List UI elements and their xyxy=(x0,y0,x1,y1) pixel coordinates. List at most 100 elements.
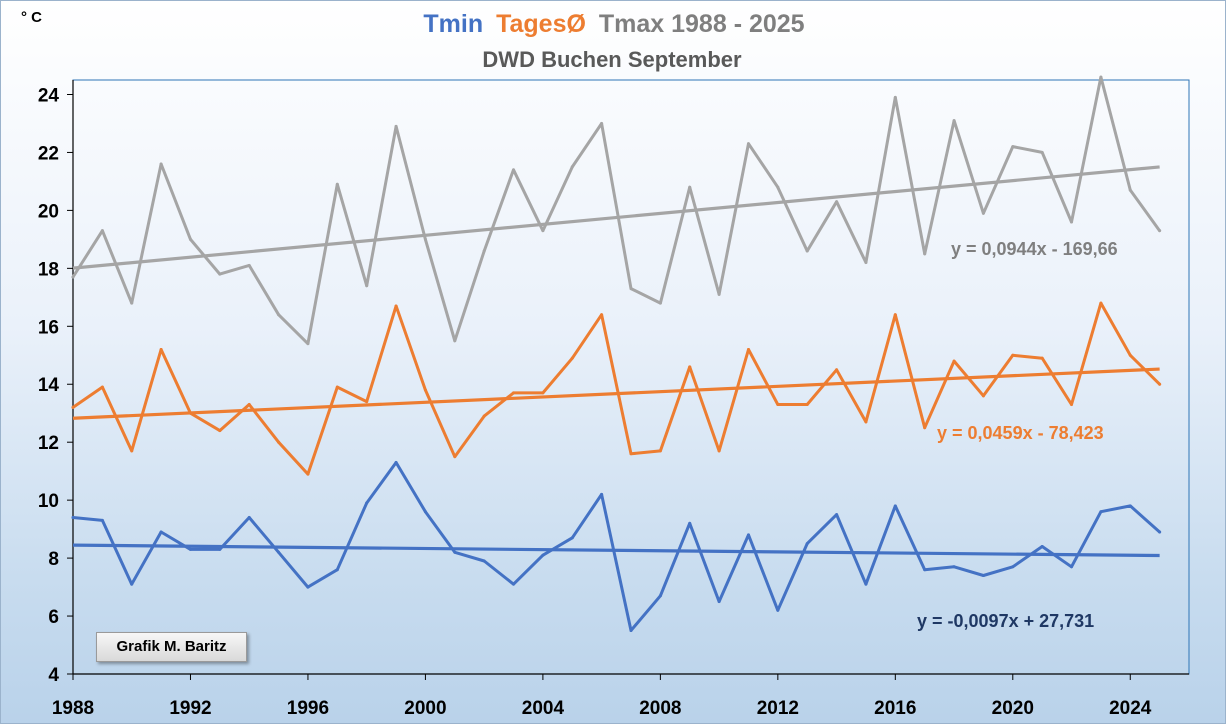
data-point-tages xyxy=(864,420,868,424)
data-point-tmin xyxy=(776,608,780,612)
data-point-tmax xyxy=(864,261,868,265)
data-point-tmax xyxy=(835,200,839,204)
data-point-tages xyxy=(335,385,339,389)
title-tmin: Tmin xyxy=(423,10,483,38)
credit-box: Grafik M. Baritz xyxy=(96,632,247,662)
data-point-tages xyxy=(1011,353,1015,357)
chart-subtitle: DWD Buchen September xyxy=(482,47,742,72)
y-tick-label: 14 xyxy=(38,375,60,396)
series-line-tages xyxy=(71,301,1162,476)
data-point-tmin xyxy=(981,573,985,577)
data-point-tages xyxy=(306,472,310,476)
data-point-tages xyxy=(130,449,134,453)
data-point-tages xyxy=(218,429,222,433)
data-point-tmax xyxy=(1099,75,1103,79)
data-point-tmin xyxy=(482,559,486,563)
x-tick-label: 2000 xyxy=(404,698,446,719)
x-tick-label: 2012 xyxy=(757,698,799,719)
y-tick-label: 24 xyxy=(38,85,60,106)
data-point-tmax xyxy=(394,124,398,128)
data-point-tmax xyxy=(277,313,281,317)
trendline-tages xyxy=(72,367,1160,420)
data-point-tages xyxy=(746,347,750,351)
data-point-tmax xyxy=(306,342,310,346)
data-point-tmax xyxy=(541,229,545,233)
data-point-tmin xyxy=(1099,510,1103,514)
data-point-tages xyxy=(159,347,163,351)
data-point-tmax xyxy=(952,119,956,123)
data-point-tages xyxy=(981,394,985,398)
plot-area xyxy=(72,79,1190,675)
data-point-tmin xyxy=(1128,504,1132,508)
data-point-tmax xyxy=(629,287,633,291)
axes: 4 6 8 10 12 14 16 18 20 22 24 1988 1992 1996 2000 2004 2… xyxy=(38,80,1189,719)
data-point-tages xyxy=(570,356,574,360)
data-point-tages xyxy=(365,400,369,404)
data-point-tmin xyxy=(365,501,369,505)
x-tick-label: 1992 xyxy=(169,698,211,719)
data-point-tmin xyxy=(864,582,868,586)
data-point-tmin xyxy=(71,516,75,520)
data-point-tages xyxy=(835,368,839,372)
data-point-tages xyxy=(688,365,692,369)
data-point-tages xyxy=(923,426,927,430)
data-point-tages xyxy=(776,403,780,407)
data-point-tmax xyxy=(805,249,809,253)
data-point-tmax xyxy=(247,263,251,267)
data-point-tmax xyxy=(1040,150,1044,154)
y-tick-label: 18 xyxy=(38,259,59,280)
data-point-tmin xyxy=(717,600,721,604)
x-tick-label: 1996 xyxy=(287,698,329,719)
data-point-tages xyxy=(541,391,545,395)
data-point-tages xyxy=(247,403,251,407)
data-point-tages xyxy=(1040,356,1044,360)
data-point-tmin xyxy=(277,550,281,554)
data-point-tmax xyxy=(188,237,192,241)
data-point-tmin xyxy=(629,629,633,633)
data-point-tages xyxy=(1099,301,1103,305)
data-point-tmin xyxy=(688,521,692,525)
series-line-tmax xyxy=(71,75,1162,346)
data-point-tmax xyxy=(688,185,692,189)
y-tick-label: 6 xyxy=(48,607,59,628)
y-tick-label: 12 xyxy=(38,433,59,454)
x-tick-label: 2016 xyxy=(874,698,916,719)
data-point-tmax xyxy=(365,284,369,288)
data-point-tmin xyxy=(394,460,398,464)
data-point-tmax xyxy=(746,142,750,146)
data-point-tmin xyxy=(570,536,574,540)
data-point-tmax xyxy=(512,168,516,172)
data-point-tmax xyxy=(423,237,427,241)
data-point-tmin xyxy=(100,518,104,522)
data-point-tages xyxy=(629,452,633,456)
data-point-tmin xyxy=(1070,565,1074,569)
y-tick-label: 16 xyxy=(38,317,59,338)
data-point-tages xyxy=(1070,403,1074,407)
data-point-tmin xyxy=(835,513,839,517)
data-point-tmax xyxy=(1128,188,1132,192)
y-axis-unit-label: ° C xyxy=(21,9,42,26)
data-point-tmin xyxy=(952,565,956,569)
data-point-tmin xyxy=(746,533,750,537)
chart-title: Tmin TagesØ Tmax 1988 - 2025 xyxy=(423,10,804,38)
data-point-tmin xyxy=(1158,530,1162,534)
y-tick-label: 10 xyxy=(38,491,59,512)
data-point-tmin xyxy=(188,547,192,551)
trend-equation-tmax: y = 0,0944x - 169,66 xyxy=(951,239,1118,259)
x-tick-label: 2024 xyxy=(1109,698,1152,719)
data-point-tmax xyxy=(218,272,222,276)
data-point-tmax xyxy=(923,252,927,256)
trend-equation-tages: y = 0,0459x - 78,423 xyxy=(937,423,1104,443)
data-point-tmax xyxy=(893,95,897,99)
data-point-tmax xyxy=(100,229,104,233)
data-point-tmax xyxy=(658,301,662,305)
data-point-tmax xyxy=(600,121,604,125)
series-line-tmin xyxy=(71,461,1162,632)
data-point-tages xyxy=(394,304,398,308)
trendline-tmin xyxy=(72,543,1160,558)
y-tick-label: 20 xyxy=(38,201,59,222)
data-point-tmin xyxy=(306,585,310,589)
data-point-tmax xyxy=(1070,220,1074,224)
x-tick-label: 2004 xyxy=(522,698,565,719)
